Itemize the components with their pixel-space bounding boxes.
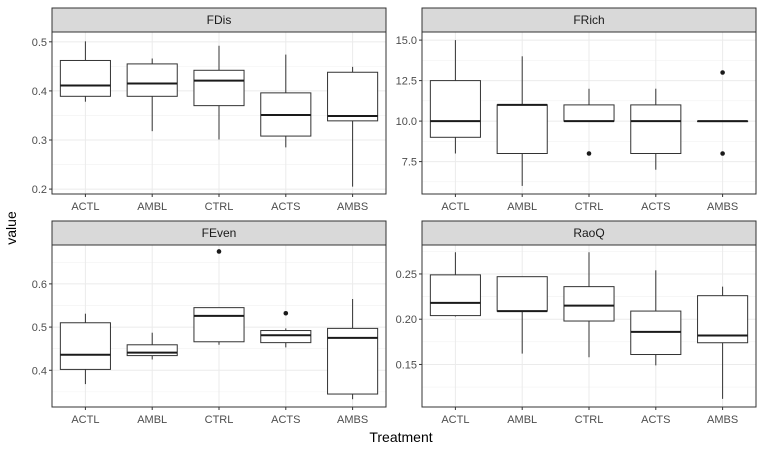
box-iqr xyxy=(193,69,245,107)
box-iqr xyxy=(429,80,481,138)
y-tick-label: 15.0 xyxy=(396,35,417,47)
box-ambl xyxy=(496,56,548,186)
x-tick-label: AMBL xyxy=(507,201,537,213)
y-tick-label: 0.5 xyxy=(32,322,47,334)
box-iqr xyxy=(260,330,312,344)
box-iqr xyxy=(59,322,111,370)
facet-strip-label: FEven xyxy=(202,226,237,240)
y-tick-label: 7.5 xyxy=(402,157,417,169)
box-ambl xyxy=(496,276,548,354)
x-tick-label: ACTL xyxy=(71,201,99,213)
panel-fdis: FDis 0.2 0.3 0.4 0.5 ACTL AMBL CTRL ACTS AMBS xyxy=(32,7,387,213)
x-tick-label: ACTS xyxy=(271,201,300,213)
box-ctrl xyxy=(563,88,615,156)
x-tick-label: AMBL xyxy=(507,414,537,426)
box-actl xyxy=(59,313,111,385)
box-actl xyxy=(429,252,481,317)
y-tick-label: 0.6 xyxy=(32,279,47,291)
y-tick-label: 0.3 xyxy=(32,135,47,147)
x-tick-label: CTRL xyxy=(205,414,234,426)
panel-border xyxy=(51,31,387,195)
box-iqr xyxy=(193,307,245,343)
box-iqr xyxy=(496,276,548,312)
x-axis-title: Treatment xyxy=(369,429,432,445)
x-tick-label: CTRL xyxy=(575,414,604,426)
box-iqr xyxy=(429,274,481,317)
facet-strip-label: RaoQ xyxy=(573,226,604,240)
box-ctrl xyxy=(193,249,245,345)
box-acts xyxy=(260,310,312,348)
y-tick-label: 0.4 xyxy=(32,365,47,377)
box-iqr xyxy=(630,104,682,154)
box-ambs xyxy=(327,66,379,187)
x-tick-label: AMBL xyxy=(137,201,167,213)
x-tick-label: ACTL xyxy=(441,201,469,213)
x-tick-label: ACTS xyxy=(641,414,670,426)
box-actl xyxy=(59,41,111,102)
box-iqr xyxy=(126,63,178,97)
x-tick-label: ACTS xyxy=(641,201,670,213)
box-iqr xyxy=(563,104,615,122)
panel-border xyxy=(421,244,757,408)
box-actl xyxy=(429,40,481,154)
box-ambl xyxy=(126,332,178,360)
box-ambs xyxy=(697,286,749,399)
facet-strip-label: FRich xyxy=(573,13,604,27)
box-ambl xyxy=(126,58,178,132)
facet-strip-label: FDis xyxy=(207,13,232,27)
y-tick-label: 0.20 xyxy=(396,314,417,326)
panel-frich: FRich 7.5 10.0 12.5 15.0 ACTL AMBL CTRL ACTS AMBS xyxy=(396,7,757,213)
outlier-point xyxy=(283,310,289,316)
x-tick-label: CTRL xyxy=(575,201,604,213)
x-tick-label: ACTL xyxy=(441,414,469,426)
outlier-point xyxy=(216,249,222,254)
outlier-point xyxy=(720,70,725,75)
x-tick-label: AMBL xyxy=(137,414,167,426)
panel-feven: FEven 0.4 0.5 0.6 ACTL AMBL CTRL ACTS AMBS xyxy=(32,220,387,426)
box-iqr xyxy=(126,344,178,357)
box-iqr xyxy=(563,286,615,322)
box-ambs xyxy=(697,70,749,156)
outlier-point xyxy=(720,151,725,156)
y-tick-label: 0.4 xyxy=(32,86,47,98)
x-tick-label: AMBS xyxy=(337,201,368,213)
box-acts xyxy=(260,54,312,148)
facet-strip xyxy=(421,220,757,246)
x-tick-label: ACTL xyxy=(71,414,99,426)
y-tick-label: 0.5 xyxy=(32,37,47,49)
y-tick-label: 10.0 xyxy=(396,116,417,128)
box-ctrl xyxy=(193,45,245,140)
facet-strip xyxy=(51,7,387,33)
x-tick-label: AMBS xyxy=(707,201,738,213)
box-iqr xyxy=(327,327,379,395)
y-tick-label: 0.15 xyxy=(396,359,417,371)
y-tick-label: 12.5 xyxy=(396,76,417,88)
panel-border xyxy=(51,244,387,408)
y-tick-label: 0.25 xyxy=(396,269,417,281)
outlier-point xyxy=(586,151,592,156)
box-acts xyxy=(630,270,682,366)
x-tick-label: AMBS xyxy=(337,414,368,426)
box-iqr xyxy=(59,59,111,97)
y-tick-label: 0.2 xyxy=(32,184,47,196)
box-iqr xyxy=(496,104,548,154)
x-tick-label: CTRL xyxy=(205,201,234,213)
facet-strip xyxy=(51,220,387,246)
box-iqr xyxy=(327,71,379,122)
box-ctrl xyxy=(563,252,615,358)
box-acts xyxy=(630,88,682,170)
x-tick-label: ACTS xyxy=(271,414,300,426)
panel-raoq: RaoQ 0.15 0.20 0.25 ACTL AMBL CTRL ACTS AMBS xyxy=(396,220,757,426)
panel-border xyxy=(421,31,757,195)
y-axis-title: value xyxy=(3,211,19,245)
facet-strip xyxy=(421,7,757,33)
box-ambs xyxy=(327,299,379,400)
x-tick-label: AMBS xyxy=(707,414,738,426)
